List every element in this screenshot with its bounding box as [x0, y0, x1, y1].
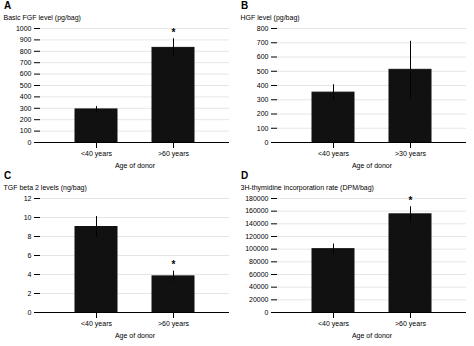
svg-text:*: *: [172, 27, 176, 38]
svg-text:2: 2: [28, 290, 32, 297]
svg-text:Age of donor: Age of donor: [115, 332, 156, 340]
svg-text:700: 700: [257, 39, 269, 46]
svg-text:Age of donor: Age of donor: [115, 162, 156, 170]
svg-text:80000: 80000: [249, 258, 269, 265]
svg-text:12: 12: [24, 195, 32, 202]
svg-text:>30 years: >30 years: [395, 150, 426, 158]
svg-text:120000: 120000: [245, 233, 268, 240]
svg-text:Age of donor: Age of donor: [352, 162, 393, 170]
svg-text:0: 0: [265, 309, 269, 316]
svg-text:20000: 20000: [249, 296, 269, 303]
svg-text:0: 0: [265, 139, 269, 146]
svg-text:6: 6: [28, 252, 32, 259]
svg-text:0: 0: [28, 139, 32, 146]
svg-text:>60 years: >60 years: [395, 320, 426, 328]
svg-text:180000: 180000: [245, 195, 268, 202]
svg-text:100000: 100000: [245, 245, 268, 252]
svg-text:<40 years: <40 years: [81, 320, 112, 328]
svg-text:HGF level (pg/bag): HGF level (pg/bag): [241, 14, 300, 22]
svg-text:Age of donor: Age of donor: [352, 332, 393, 340]
svg-text:3H-thymidine incorporation rat: 3H-thymidine incorporation rate (DPM/bag…: [241, 184, 374, 192]
svg-text:1000: 1000: [16, 25, 32, 32]
svg-text:300: 300: [257, 96, 269, 103]
svg-text:10: 10: [24, 214, 32, 221]
svg-text:>60 years: >60 years: [158, 320, 189, 328]
svg-text:800: 800: [257, 25, 269, 32]
svg-text:8: 8: [28, 233, 32, 240]
svg-text:*: *: [172, 259, 176, 270]
svg-text:60000: 60000: [249, 271, 269, 278]
svg-text:300: 300: [20, 105, 32, 112]
svg-text:500: 500: [20, 82, 32, 89]
svg-text:600: 600: [257, 53, 269, 60]
html-text:D: D: [241, 170, 249, 181]
html-text:B: B: [241, 0, 249, 11]
svg-text:600: 600: [20, 70, 32, 77]
svg-text:400: 400: [257, 82, 269, 89]
svg-text:<40 years: <40 years: [81, 150, 112, 158]
html-text:A: A: [4, 0, 12, 11]
svg-text:200: 200: [257, 110, 269, 117]
svg-text:40000: 40000: [249, 283, 269, 290]
svg-text:100: 100: [257, 124, 269, 131]
svg-text:4: 4: [28, 271, 32, 278]
svg-text:<40 years: <40 years: [318, 150, 349, 158]
svg-text:Basic FGF level (pg/bag): Basic FGF level (pg/bag): [4, 14, 81, 22]
svg-text:160000: 160000: [245, 207, 268, 214]
svg-text:>60 years: >60 years: [158, 150, 189, 158]
svg-text:100: 100: [20, 127, 32, 134]
svg-text:400: 400: [20, 93, 32, 100]
svg-text:200: 200: [20, 116, 32, 123]
svg-text:0: 0: [28, 309, 32, 316]
svg-text:TGF beta 2 levels (ng/bag): TGF beta 2 levels (ng/bag): [4, 184, 87, 192]
html-text:C: C: [4, 170, 12, 181]
svg-text:900: 900: [20, 36, 32, 43]
svg-text:800: 800: [20, 48, 32, 55]
svg-text:<40 years: <40 years: [318, 320, 349, 328]
svg-text:140000: 140000: [245, 220, 268, 227]
svg-text:700: 700: [20, 59, 32, 66]
svg-text:500: 500: [257, 67, 269, 74]
svg-text:*: *: [409, 195, 413, 206]
